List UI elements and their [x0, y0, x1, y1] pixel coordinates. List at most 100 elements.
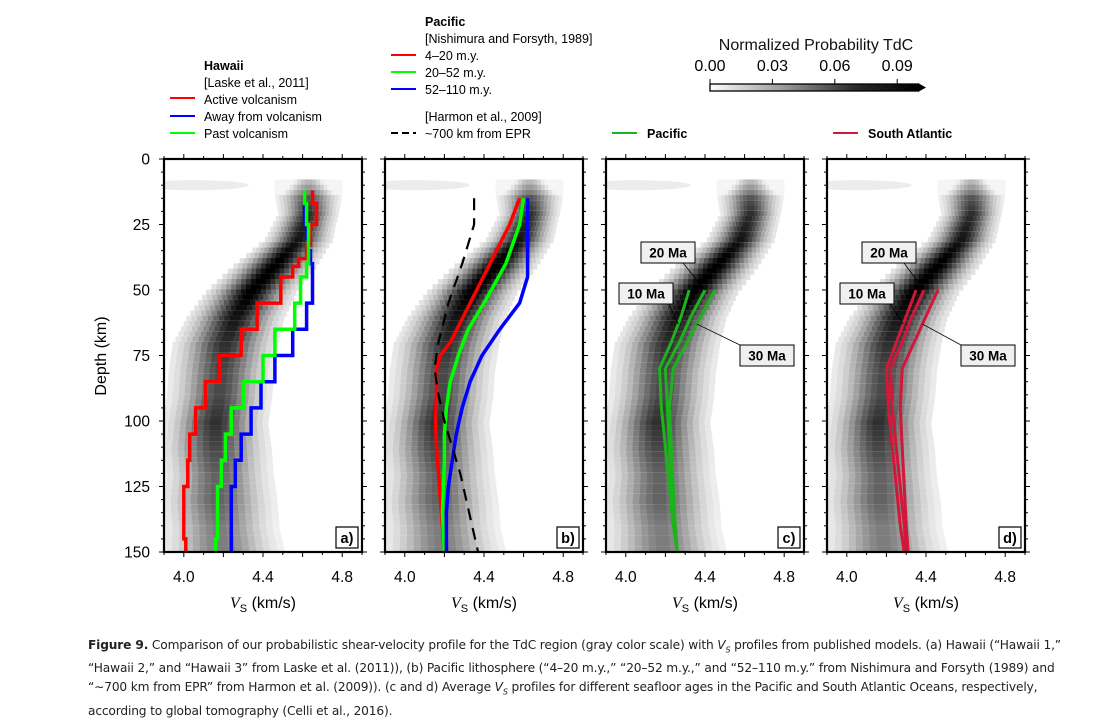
legend-label: Past volcanism: [204, 127, 288, 141]
series-line-20-52-m-y-: [440, 198, 526, 552]
heatmap-cell: [215, 368, 228, 375]
heatmap-cell: [211, 472, 224, 480]
heatmap-cell: [653, 472, 666, 480]
heatmap-cell: [436, 368, 449, 375]
heatmap-cell: [219, 341, 232, 349]
x-tick-label: 4.0: [394, 569, 416, 586]
heatmap-cell: [881, 347, 894, 354]
heatmap-cell: [654, 520, 668, 527]
annotation-leader: [668, 303, 679, 325]
heatmap-cell: [517, 231, 526, 239]
heatmap-cell: [250, 284, 261, 291]
heatmap-cell: [260, 273, 271, 281]
heatmap-cell: [653, 483, 666, 490]
panel-b: 4.0 4.4 4.8 VS (km/s) b): [380, 154, 588, 615]
heatmap-cell: [873, 493, 888, 501]
heatmap-cell: [681, 299, 692, 307]
heatmap-cell: [873, 499, 888, 506]
y-tick-label: 125: [124, 479, 150, 496]
heatmap-cell: [746, 184, 755, 191]
y-tick-label: 100: [124, 414, 150, 431]
heatmap-cell: [246, 289, 257, 296]
heatmap-cell: [304, 200, 313, 207]
heatmap-cell: [933, 263, 943, 270]
annotation-box: [960, 344, 1016, 367]
heatmap-cell: [663, 336, 676, 343]
heatmap-cell: [442, 336, 455, 343]
legend-label: ~700 km from EPR: [425, 127, 531, 141]
legend-label: Pacific: [647, 127, 687, 141]
heatmap-cell: [520, 226, 528, 233]
heatmap-cell: [213, 530, 227, 537]
x-tick-label: 4.4: [252, 569, 274, 586]
heatmap-cell: [952, 242, 961, 249]
heatmap-cell: [233, 310, 244, 317]
heatmap-cell: [501, 252, 510, 260]
heatmap-cell: [697, 279, 708, 286]
heatmap-cell: [872, 446, 885, 453]
heatmap-cell: [432, 504, 446, 511]
heatmap-cell: [270, 263, 280, 270]
panel-d: 10 Ma 20 Ma 30 Ma 4.0 4.4 4.8 VS (km/s) d): [822, 154, 1030, 615]
x-tick-label: 4.0: [836, 569, 858, 586]
legend-pacific: Pacific: [612, 127, 687, 141]
legend-source: [Nishimura and Forsyth, 1989]: [425, 32, 592, 46]
heatmap-cell: [872, 436, 885, 443]
heatmap-cell: [878, 373, 890, 380]
heatmap-cell: [727, 247, 736, 254]
heatmap-cell: [651, 430, 664, 438]
heatmap-cell: [959, 231, 968, 239]
heatmap-cell: [210, 457, 223, 464]
heatmap-cell: [435, 378, 448, 385]
series-line-20-ma: [888, 289, 926, 552]
heatmap-cell: [299, 226, 307, 233]
heatmap-cell: [209, 451, 223, 459]
heatmap-cell: [209, 420, 222, 427]
annotation-label: 20 Ma: [649, 246, 687, 261]
x-axis-label: VS (km/s): [451, 595, 517, 615]
heatmap-cell: [874, 483, 887, 490]
annotation-leader: [903, 262, 925, 291]
heatmap-cell: [434, 394, 447, 401]
heatmap-cell: [510, 242, 519, 249]
heatmap-cell: [875, 520, 889, 527]
heatmap-cell: [652, 493, 667, 501]
legend-south-atlantic: South Atlantic: [833, 127, 952, 141]
legend-label: 52–110 m.y.: [425, 83, 492, 97]
caption-label: Figure 9.: [88, 638, 149, 652]
heatmap-cell: [875, 399, 888, 406]
heatmap-cell: [746, 200, 755, 207]
panel-label: a): [341, 531, 354, 547]
heatmap-cell: [522, 221, 530, 228]
heatmap-cell: [657, 368, 670, 375]
heatmap-cell: [872, 451, 886, 459]
heatmap-cell: [653, 514, 668, 522]
heatmap-cell: [655, 541, 670, 548]
heatmap-cell: [444, 331, 457, 338]
heatmap-cell: [210, 415, 223, 422]
heatmap-cell: [872, 430, 885, 438]
heatmap-cell: [876, 389, 889, 396]
heatmap-cell: [304, 189, 313, 197]
heatmap-cell: [434, 389, 447, 396]
heatmap-cell: [967, 200, 976, 207]
heatmap-cell: [525, 179, 534, 186]
x-axis-label: VS (km/s): [893, 595, 959, 615]
colorbar: Normalized Probability TdC 0.00 0.03 0.06 0…: [694, 37, 926, 92]
heatmap-cell: [902, 299, 913, 307]
annotation-leader: [889, 303, 904, 325]
heatmap-cell: [653, 509, 667, 516]
series-line-10-ma: [884, 289, 918, 552]
heatmap-cell: [227, 320, 239, 328]
heatmap-cell: [433, 520, 447, 527]
heatmap-cell: [432, 514, 447, 522]
heatmap-cell: [652, 415, 665, 422]
heatmap-cell: [964, 221, 972, 228]
heatmap-cell: [877, 546, 892, 552]
heatmap-cell: [888, 326, 900, 333]
heatmap-cell: [496, 258, 506, 265]
panel-label: c): [783, 531, 796, 547]
heatmap-cell: [653, 410, 665, 417]
heatmap-cell: [221, 336, 234, 343]
heatmap-cell: [229, 315, 241, 322]
